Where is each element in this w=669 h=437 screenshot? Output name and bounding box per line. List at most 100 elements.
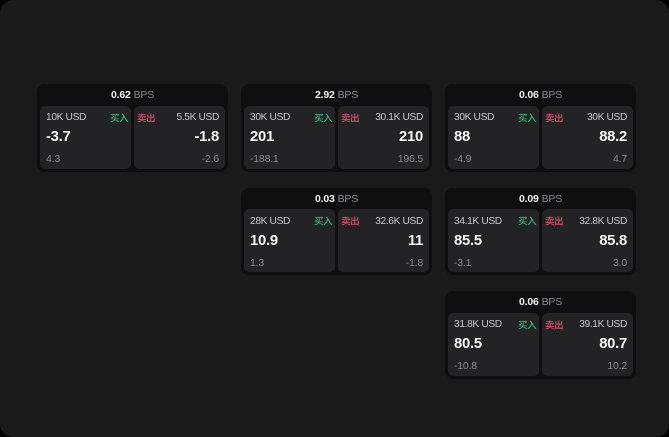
sell-badge <box>137 113 156 123</box>
buy-size-label: 34.1K USD <box>454 215 502 227</box>
buy-sub-value: -10.8 <box>454 360 477 373</box>
group-header: 0.09 BPS <box>448 188 633 210</box>
bps-unit: BPS <box>133 89 155 101</box>
buy-price: 10.9 <box>250 232 278 249</box>
buy-sub-value: 4.3 <box>46 153 60 165</box>
sell-card-top-row: 5.5K USD <box>137 111 219 125</box>
sell-sub-value: -2.6 <box>201 153 219 165</box>
buy-price: 85.5 <box>454 232 482 249</box>
buy-card[interactable]: 10K USD -3.7 4.3 <box>40 105 131 169</box>
quote-cards: 30K USD 88 -4.9 30K USD 88.2 4.7 <box>448 105 633 169</box>
bps-value: 0.06 <box>518 296 539 309</box>
sell-card-top-row: 32.8K USD <box>545 214 627 228</box>
column-3: 0.06 BPS 30K USD 88 -4.9 30K USD <box>445 84 636 379</box>
bps-value: 0.62 <box>110 89 131 101</box>
group-header: 0.06 BPS <box>448 84 633 106</box>
buy-sub-value: -4.9 <box>454 153 472 165</box>
quote-cards: 10K USD -3.7 4.3 5.5K USD -1.8 -2.6 <box>40 105 225 169</box>
buy-card-top-row: 30K USD <box>454 111 537 125</box>
buy-badge <box>110 113 129 123</box>
buy-sub-value: 1.3 <box>250 256 264 269</box>
buy-badge <box>518 320 537 330</box>
group-header: 0.06 BPS <box>448 291 633 313</box>
sell-badge <box>341 216 360 226</box>
buy-card-top-row: 28K USD <box>250 214 333 228</box>
sell-badge <box>545 320 564 330</box>
bps-unit: BPS <box>541 89 563 101</box>
group-header: 0.03 BPS <box>244 188 429 210</box>
buy-price: 201 <box>250 129 274 145</box>
buy-card[interactable]: 34.1K USD 85.5 -3.1 <box>448 209 539 273</box>
buy-size-label: 10K USD <box>46 112 87 123</box>
quote-group: 2.92 BPS 30K USD 201 -188.1 30.1K USD <box>241 84 432 172</box>
quote-cards: 34.1K USD 85.5 -3.1 32.8K USD 85.8 3.0 <box>448 209 633 273</box>
sell-card-top-row: 39.1K USD <box>545 318 627 332</box>
sell-size-label: 5.5K USD <box>176 112 220 123</box>
buy-price: -3.7 <box>46 129 71 145</box>
bps-value: 2.92 <box>314 89 335 101</box>
buy-sub-value: -3.1 <box>454 256 472 269</box>
bps-value: 0.03 <box>314 192 335 205</box>
sell-card-top-row: 30.1K USD <box>341 111 423 125</box>
buy-badge <box>314 216 333 226</box>
sell-badge <box>545 216 564 226</box>
buy-card-top-row: 31.8K USD <box>454 318 537 332</box>
buy-price: 80.5 <box>454 336 482 353</box>
group-header: 2.92 BPS <box>244 84 429 106</box>
buy-badge <box>518 113 537 123</box>
group-header: 0.62 BPS <box>40 84 225 106</box>
sell-price: 88.2 <box>599 129 627 145</box>
bps-unit: BPS <box>337 192 359 205</box>
buy-sub-value: -188.1 <box>250 153 279 165</box>
column-2: 2.92 BPS 30K USD 201 -188.1 30.1K USD <box>241 84 432 276</box>
buy-size-label: 31.8K USD <box>454 319 502 331</box>
buy-size-label: 30K USD <box>250 112 291 123</box>
sell-price: -1.8 <box>194 129 220 145</box>
sell-size-label: 32.6K USD <box>375 215 423 227</box>
sell-price: 11 <box>407 232 423 249</box>
quote-group: 0.03 BPS 28K USD 10.9 1.3 32.6K USD <box>241 187 432 276</box>
sell-badge <box>545 113 564 123</box>
sell-sub-value: -1.8 <box>405 256 423 269</box>
bps-value: 0.09 <box>518 192 539 205</box>
buy-size-label: 30K USD <box>454 112 495 123</box>
sell-badge <box>341 113 360 123</box>
buy-card[interactable]: 31.8K USD 80.5 -10.8 <box>448 312 539 376</box>
sell-card[interactable]: 32.8K USD 85.8 3.0 <box>542 209 633 273</box>
quote-group: 0.62 BPS 10K USD -3.7 4.3 5.5K USD <box>37 84 228 172</box>
bps-value: 0.06 <box>518 89 539 101</box>
sell-card[interactable]: 5.5K USD -1.8 -2.6 <box>134 105 225 169</box>
sell-card[interactable]: 32.6K USD 11 -1.8 <box>338 209 429 273</box>
sell-card[interactable]: 30K USD 88.2 4.7 <box>542 105 633 169</box>
buy-card[interactable]: 30K USD 201 -188.1 <box>244 105 335 169</box>
buy-price: 88 <box>454 129 470 145</box>
sell-sub-value: 196.5 <box>397 153 423 165</box>
buy-badge <box>314 113 333 123</box>
sell-size-label: 30.1K USD <box>375 112 423 123</box>
sell-card-top-row: 32.6K USD <box>341 214 423 228</box>
sell-size-label: 32.8K USD <box>579 215 627 227</box>
quote-cards: 30K USD 201 -188.1 30.1K USD 210 196.5 <box>244 105 429 169</box>
buy-card[interactable]: 30K USD 88 -4.9 <box>448 105 539 169</box>
sell-sub-value: 3.0 <box>613 256 627 269</box>
sell-sub-value: 10.2 <box>607 360 627 373</box>
sell-card[interactable]: 30.1K USD 210 196.5 <box>338 105 429 169</box>
sell-sub-value: 4.7 <box>613 153 627 165</box>
sell-card[interactable]: 39.1K USD 80.7 10.2 <box>542 312 633 376</box>
buy-card[interactable]: 28K USD 10.9 1.3 <box>244 209 335 273</box>
quote-cards: 28K USD 10.9 1.3 32.6K USD 11 -1.8 <box>244 209 429 273</box>
sell-size-label: 30K USD <box>586 112 627 123</box>
buy-card-top-row: 34.1K USD <box>454 214 537 228</box>
sell-card-top-row: 30K USD <box>545 111 627 125</box>
column-1: 0.62 BPS 10K USD -3.7 4.3 5.5K USD <box>37 84 228 172</box>
sell-price: 80.7 <box>599 336 627 353</box>
buy-card-top-row: 30K USD <box>250 111 333 125</box>
sell-price: 85.8 <box>599 232 627 249</box>
quote-group: 0.06 BPS 31.8K USD 80.5 -10.8 39.1K USD <box>445 291 636 379</box>
quote-cards: 31.8K USD 80.5 -10.8 39.1K USD 80.7 10.2 <box>448 312 633 376</box>
bps-unit: BPS <box>541 296 563 309</box>
sell-size-label: 39.1K USD <box>579 319 627 331</box>
buy-card-top-row: 10K USD <box>46 111 129 125</box>
buy-size-label: 28K USD <box>250 215 291 227</box>
